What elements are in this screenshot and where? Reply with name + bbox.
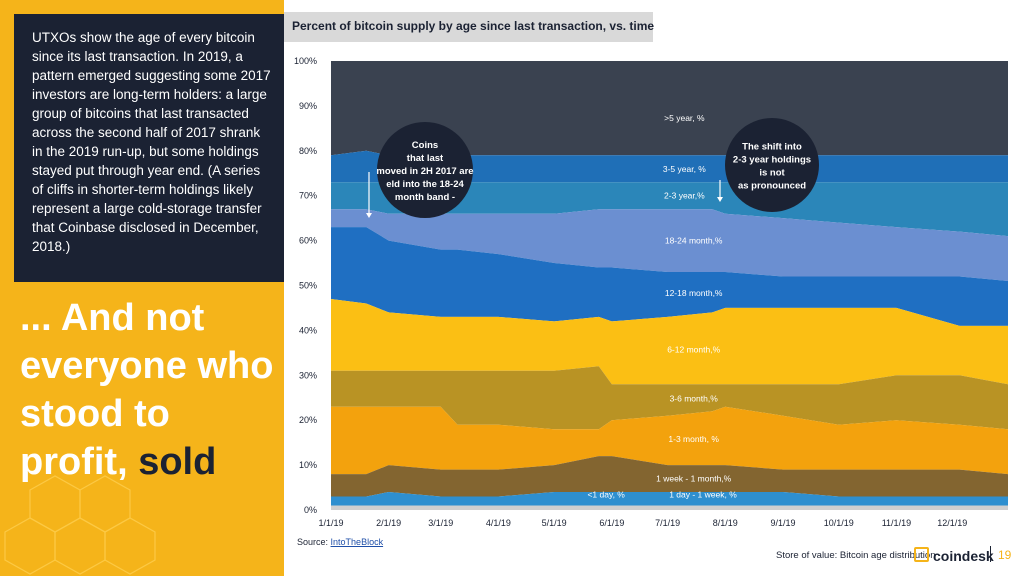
area-band-y3to5 xyxy=(331,150,1008,183)
source-link[interactable]: IntoTheBlock xyxy=(330,537,384,547)
callout-text-line: month band - xyxy=(395,192,455,203)
callout-arrowhead xyxy=(717,197,723,202)
left-panel: UTXOs show the age of every bitcoin sinc… xyxy=(0,0,284,576)
series-label: 3-5 year, % xyxy=(663,164,706,174)
x-tick-label: 10/1/19 xyxy=(824,518,854,528)
hexagon-pattern-decoration xyxy=(4,475,156,575)
coindesk-logo-icon xyxy=(914,547,929,562)
y-tick-label: 40% xyxy=(299,325,317,335)
quote-box: UTXOs show the age of every bitcoin sinc… xyxy=(14,14,284,282)
area-band-y2to3 xyxy=(331,182,1008,237)
callout-text-line: is not xyxy=(759,168,785,179)
y-tick-label: 80% xyxy=(299,146,317,156)
series-label: >5 year, % xyxy=(664,113,705,123)
series-label: 1 day - 1 week, % xyxy=(669,489,737,499)
source-label: Source: xyxy=(297,537,329,547)
area-band-m3to6 xyxy=(331,366,1008,430)
x-tick-label: 6/1/19 xyxy=(599,518,624,528)
x-tick-label: 3/1/19 xyxy=(428,518,453,528)
callout-text-line: The shift into xyxy=(742,142,802,153)
x-tick-label: 11/1/19 xyxy=(882,518,911,528)
y-tick-label: 10% xyxy=(299,460,317,470)
coindesk-logo: coindesk xyxy=(914,547,994,564)
series-label: <1 day, % xyxy=(587,489,625,499)
x-tick-label: 8/1/19 xyxy=(713,518,738,528)
y-tick-label: 60% xyxy=(299,236,317,246)
x-tick-label: 2/1/19 xyxy=(376,518,401,528)
series-label: 1 week - 1 month,% xyxy=(656,474,732,484)
series-label: 12-18 month,% xyxy=(665,288,723,298)
headline: ... And not everyone who stood to profit… xyxy=(20,294,280,486)
series-label: 2-3 year,% xyxy=(664,191,705,201)
area-band-lt1d xyxy=(331,505,1008,510)
chart-title-bar xyxy=(284,12,653,42)
series-label: 3-6 month,% xyxy=(670,394,719,404)
footer-separator xyxy=(990,546,991,562)
callout-2: The shift into 2-3 year holdings is not as … xyxy=(717,118,819,212)
callout-text-line: moved in 2H 2017 are xyxy=(376,166,473,177)
x-tick-label: 12/1/19 xyxy=(937,518,967,528)
callout-arrowhead xyxy=(366,213,372,218)
source-note: Source: IntoTheBlock xyxy=(297,537,383,547)
area-band-m18to24 xyxy=(331,209,1008,281)
series-label: 1-3 month, % xyxy=(668,434,719,444)
area-band-gt5y xyxy=(331,61,1008,156)
y-tick-label: 30% xyxy=(299,370,317,380)
callout-1: Coins that last moved in 2H 2017 are eld in… xyxy=(366,122,474,218)
x-tick-label: 4/1/19 xyxy=(486,518,511,528)
callout-bubble xyxy=(725,118,819,212)
area-band-d1tow1 xyxy=(331,492,1008,506)
callout-text-line: Coins xyxy=(412,140,438,151)
page-number: 19 xyxy=(998,548,1012,562)
headline-emphasis: sold xyxy=(138,441,217,483)
area-band-m6to12 xyxy=(331,299,1008,385)
callout-text-line: as pronounced xyxy=(738,181,806,192)
coindesk-wordmark: coindesk xyxy=(933,548,994,564)
x-tick-label: 1/1/19 xyxy=(318,518,343,528)
callout-text-line: eld into the 18-24 xyxy=(386,179,464,190)
callout-bubble xyxy=(377,122,473,218)
y-tick-label: 100% xyxy=(294,56,317,66)
footer-caption: Store of value: Bitcoin age distribution xyxy=(776,550,936,561)
area-band-m1to3 xyxy=(331,406,1008,475)
y-tick-label: 50% xyxy=(299,281,317,291)
x-tick-label: 9/1/19 xyxy=(770,518,795,528)
y-tick-label: 90% xyxy=(299,101,317,111)
y-tick-label: 20% xyxy=(299,415,317,425)
callout-text-line: 2-3 year holdings xyxy=(733,155,811,166)
y-tick-label: 70% xyxy=(299,191,317,201)
callout-text-line: that last xyxy=(407,153,444,164)
area-band-w1tom1 xyxy=(331,456,1008,497)
x-tick-label: 5/1/19 xyxy=(542,518,567,528)
y-tick-label: 0% xyxy=(304,505,317,515)
quote-text: UTXOs show the age of every bitcoin sinc… xyxy=(32,30,271,254)
x-tick-label: 7/1/19 xyxy=(655,518,680,528)
headline-text: ... And not everyone who stood to profit… xyxy=(20,297,274,483)
series-label: 6-12 month,% xyxy=(667,344,720,354)
series-label: 18-24 month,% xyxy=(665,236,723,246)
chart-title: Percent of bitcoin supply by age since l… xyxy=(292,19,655,33)
area-band-m12to18 xyxy=(331,227,1008,326)
